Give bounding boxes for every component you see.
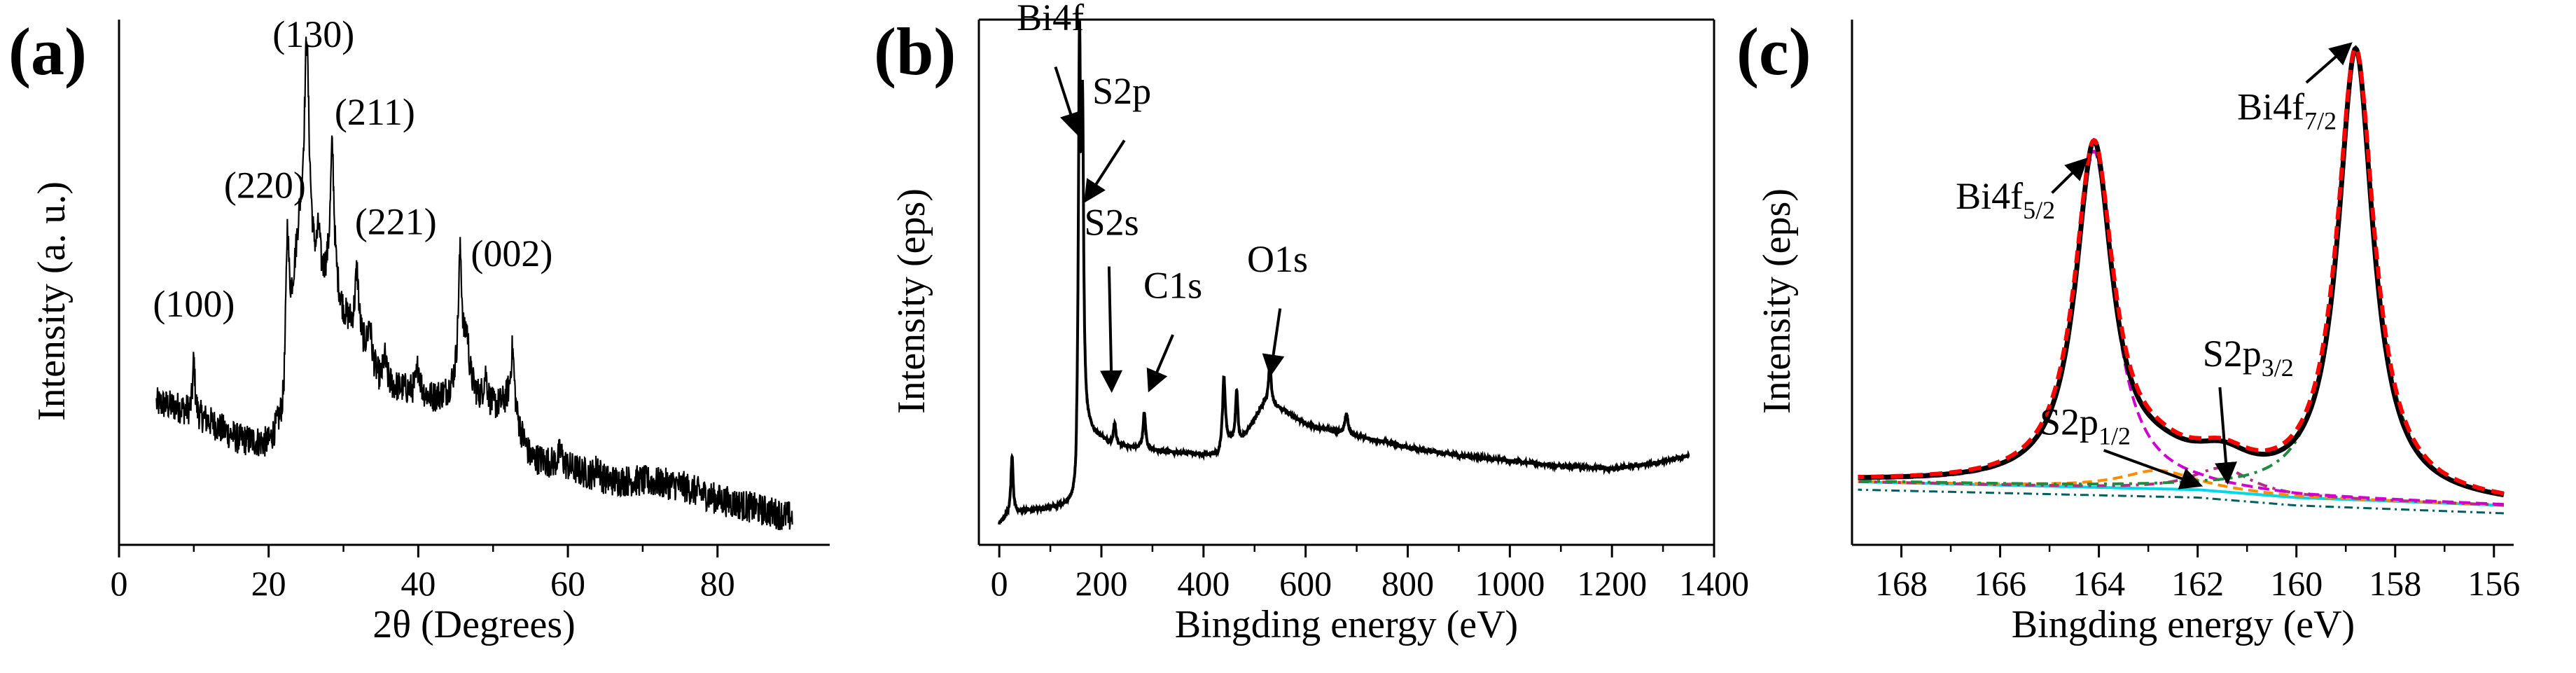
annotation-arrow: [1146, 334, 1174, 393]
x-tick-label: 164: [2073, 564, 2125, 603]
x-tick-label: 1000: [1475, 564, 1545, 603]
peak-label: S2p1/2: [2040, 401, 2131, 450]
peak-label: (100): [153, 283, 235, 325]
panel-b-letter: (b): [874, 14, 956, 89]
peak-label: S2p: [1092, 70, 1151, 112]
x-tick-label: 1400: [1679, 564, 1749, 603]
annotation-arrow: [1084, 139, 1126, 203]
x-tick-label: 1200: [1577, 564, 1647, 603]
x-tick-label: 158: [2369, 564, 2421, 603]
x-tick-label: 800: [1381, 564, 1434, 603]
annotation-arrow: [2305, 42, 2353, 84]
annotation-arrow: [1100, 266, 1123, 393]
x-tick-label: 166: [1974, 564, 2026, 603]
annotation-arrow: [1054, 66, 1082, 136]
x-tick-label: 200: [1075, 564, 1128, 603]
x-tick-label: 168: [1875, 564, 1928, 603]
x-tick-label: 156: [2467, 564, 2520, 603]
panel-a-x-axis-title: 2θ (Degrees): [373, 603, 576, 646]
annotation-arrow: [2103, 449, 2203, 490]
annotation-arrow: [1262, 308, 1285, 377]
panel-a: (a) 0 20 40 60 80 (100) (220) (130) (211) (221) (0…: [8, 13, 830, 646]
peak-label: (221): [355, 201, 437, 243]
peak-label: S2s: [1085, 202, 1139, 244]
panel-b-x-axis-title: Bingding energy (eV): [1175, 603, 1518, 646]
panel-b-y-axis-title: Intensity (eps): [890, 188, 933, 414]
panel-a-plot: 0 20 40 60 80 (100) (220) (130) (211) (221) (002): [111, 13, 830, 603]
peak-label: S2p3/2: [2203, 333, 2294, 382]
peak-label: (002): [471, 233, 552, 275]
peak-label: Bi4f: [1017, 0, 1084, 39]
x-tick-label: 162: [2171, 564, 2224, 603]
peak-label: Bi4f7/2: [2237, 86, 2337, 135]
xps-fit-line: [1858, 45, 2505, 496]
xps-baseline-line: [1858, 488, 2505, 515]
xps-raw-line: [1858, 45, 2505, 498]
x-tick-label: 0: [111, 564, 128, 603]
x-tick-label: 40: [401, 564, 436, 603]
peak-label: O1s: [1247, 238, 1308, 280]
peak-label: C1s: [1143, 265, 1202, 307]
peak-label: Bi4f5/2: [1956, 175, 2055, 224]
x-tick-label: 20: [251, 564, 286, 603]
panel-c-x-axis-title: Bingding energy (eV): [2012, 603, 2355, 646]
panel-c-y-axis-title: Intensity (eps): [1755, 188, 1799, 414]
xps-survey-line: [998, 20, 1690, 525]
x-tick-label: 80: [700, 564, 735, 603]
peak-label: (211): [335, 91, 415, 133]
x-tick-label: 400: [1177, 564, 1230, 603]
panel-c-letter: (c): [1736, 14, 1811, 89]
x-tick-label: 600: [1279, 564, 1332, 603]
panel-a-y-axis-title: Intensity (a. u.): [30, 181, 74, 421]
x-tick-label: 0: [991, 564, 1008, 603]
xps-bi52-line: [1858, 149, 2505, 506]
peak-label: (130): [272, 13, 354, 55]
peak-label: (220): [224, 164, 306, 206]
x-tick-label: 60: [550, 564, 585, 603]
panel-a-letter: (a): [8, 14, 87, 89]
annotation-arrow: [2051, 157, 2089, 194]
x-tick-label: 160: [2270, 564, 2323, 603]
annotation-arrow: [2215, 387, 2237, 485]
panel-c: (c) 168 166 164 162 160 158 156 Bi4f5/2 Bi4f7/2 S…: [1736, 14, 2520, 646]
panel-c-plot: 168 166 164 162 160 158 156 Bi4f5/2 Bi4f7/2 S2p3/…: [1851, 20, 2520, 603]
xrd-pattern-line: [155, 36, 793, 531]
